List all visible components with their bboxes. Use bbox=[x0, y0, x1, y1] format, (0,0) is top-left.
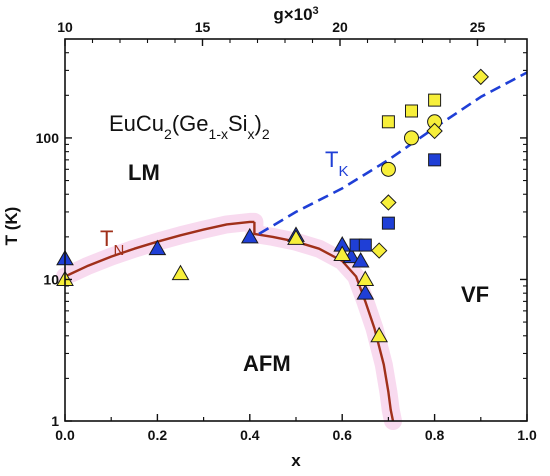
blue-triangle-marker bbox=[351, 252, 370, 268]
yellow-square-marker bbox=[405, 104, 418, 118]
tk-curve-label: TK bbox=[325, 147, 348, 180]
blue-square-marker bbox=[358, 238, 372, 252]
top-tick-label: 20 bbox=[332, 19, 348, 35]
blue-square-marker bbox=[428, 153, 442, 167]
marker-layer bbox=[56, 68, 490, 343]
top-tick-label: 25 bbox=[470, 19, 486, 35]
top-axis-title: g×103 bbox=[273, 5, 318, 24]
yellow-circle-marker bbox=[380, 161, 396, 177]
yellow-diamond-marker bbox=[472, 68, 490, 86]
label-layer: EuCu2(Ge1-xSix)2 LM AFM VF TN TK x T (K)… bbox=[2, 5, 489, 470]
x-tick-label: 0.8 bbox=[425, 427, 445, 443]
tn-curve-line-1 bbox=[253, 221, 395, 422]
x-tick-label: 0.0 bbox=[55, 427, 75, 443]
x-tick-label: 1.0 bbox=[517, 427, 537, 443]
curve-layer bbox=[64, 71, 528, 422]
blue-triangle-marker bbox=[240, 227, 259, 244]
yellow-diamond-marker bbox=[370, 242, 388, 259]
x-axis-title: x bbox=[291, 451, 301, 470]
blue-triangle-marker bbox=[148, 239, 167, 256]
tk-curve-line bbox=[258, 71, 528, 236]
blue-triangle-marker bbox=[356, 284, 375, 300]
yellow-diamond-marker bbox=[426, 122, 443, 140]
blue-square-marker bbox=[381, 216, 395, 230]
yellow-triangle-marker bbox=[356, 270, 375, 286]
tn-curve-label: TN bbox=[100, 226, 124, 259]
yellow-square-marker bbox=[428, 93, 442, 107]
y-tick-label: 100 bbox=[36, 130, 60, 146]
region-label-vf: VF bbox=[461, 282, 489, 307]
x-tick-label: 0.6 bbox=[332, 427, 352, 443]
tn-curve-line-0 bbox=[64, 220, 255, 278]
y-tick-label: 10 bbox=[43, 271, 59, 287]
yellow-triangle-marker bbox=[287, 229, 305, 245]
yellow-triangle-marker bbox=[370, 326, 389, 343]
y-axis-title: T (K) bbox=[2, 207, 21, 246]
axes-layer: 0.0 0.2 0.4 0.6 0.8 1.0 1 10 100 10 15 20 25 bbox=[36, 19, 537, 443]
yellow-square-marker bbox=[381, 115, 395, 129]
x-tick-label: 0.4 bbox=[240, 427, 260, 443]
region-label-lm: LM bbox=[128, 160, 160, 185]
x-tick-label: 0.2 bbox=[148, 427, 168, 443]
yellow-triangle-marker bbox=[171, 264, 190, 281]
top-tick-label: 10 bbox=[57, 19, 73, 35]
region-label-afm: AFM bbox=[243, 351, 291, 376]
yellow-circle-marker bbox=[404, 130, 419, 146]
y-tick-label: 1 bbox=[51, 413, 59, 429]
yellow-triangle-marker bbox=[333, 245, 352, 262]
yellow-diamond-marker bbox=[380, 194, 397, 211]
top-tick-label: 15 bbox=[195, 19, 211, 35]
chart-title: EuCu2(Ge1-xSix)2 bbox=[109, 111, 270, 142]
